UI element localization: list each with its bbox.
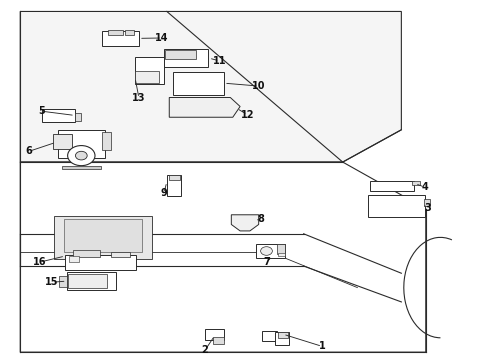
Bar	[58, 130, 104, 158]
Text: 6: 6	[25, 146, 32, 156]
Bar	[135, 57, 164, 84]
Bar	[369, 181, 414, 192]
Bar	[73, 250, 99, 257]
Bar	[205, 329, 224, 339]
Bar	[42, 109, 75, 122]
Text: 7: 7	[264, 257, 270, 267]
Polygon shape	[20, 162, 426, 352]
Bar	[275, 332, 289, 345]
Bar	[67, 272, 116, 291]
Circle shape	[68, 145, 95, 166]
Polygon shape	[231, 215, 259, 231]
Polygon shape	[20, 12, 401, 162]
Bar	[62, 166, 101, 169]
Bar	[173, 72, 224, 95]
Text: 5: 5	[38, 106, 45, 116]
Bar	[256, 244, 285, 258]
Bar	[135, 71, 159, 84]
Circle shape	[75, 151, 87, 160]
Bar	[278, 332, 289, 338]
Text: 10: 10	[252, 81, 266, 91]
Bar	[102, 31, 139, 46]
Text: 9: 9	[161, 188, 167, 198]
Bar	[262, 331, 277, 341]
Text: 13: 13	[132, 93, 146, 103]
Text: 12: 12	[241, 110, 254, 120]
Bar	[278, 253, 285, 256]
Bar	[111, 252, 130, 257]
Bar	[68, 274, 107, 288]
Bar	[59, 276, 67, 287]
Polygon shape	[169, 98, 240, 117]
Bar	[213, 337, 224, 343]
Text: 11: 11	[213, 56, 226, 66]
Text: 1: 1	[319, 341, 325, 351]
Text: 4: 4	[421, 182, 428, 192]
Bar	[66, 255, 136, 270]
Bar	[75, 113, 81, 121]
Bar	[102, 132, 111, 149]
Text: 14: 14	[155, 33, 169, 43]
Circle shape	[261, 247, 272, 255]
Bar	[64, 220, 143, 252]
Bar	[368, 195, 424, 217]
Bar	[53, 134, 72, 149]
Bar	[277, 244, 285, 254]
Bar	[69, 256, 79, 262]
Bar	[164, 49, 208, 67]
Bar	[424, 199, 430, 206]
Bar	[165, 50, 196, 59]
Text: 8: 8	[257, 215, 264, 224]
Bar	[169, 175, 179, 180]
Text: 16: 16	[33, 257, 47, 267]
Text: 2: 2	[201, 345, 208, 355]
Bar	[108, 31, 123, 35]
Text: 15: 15	[45, 277, 59, 287]
Bar	[54, 216, 152, 259]
Bar	[125, 31, 134, 35]
Text: 3: 3	[425, 203, 432, 213]
Bar	[167, 175, 181, 196]
Bar	[412, 181, 420, 185]
